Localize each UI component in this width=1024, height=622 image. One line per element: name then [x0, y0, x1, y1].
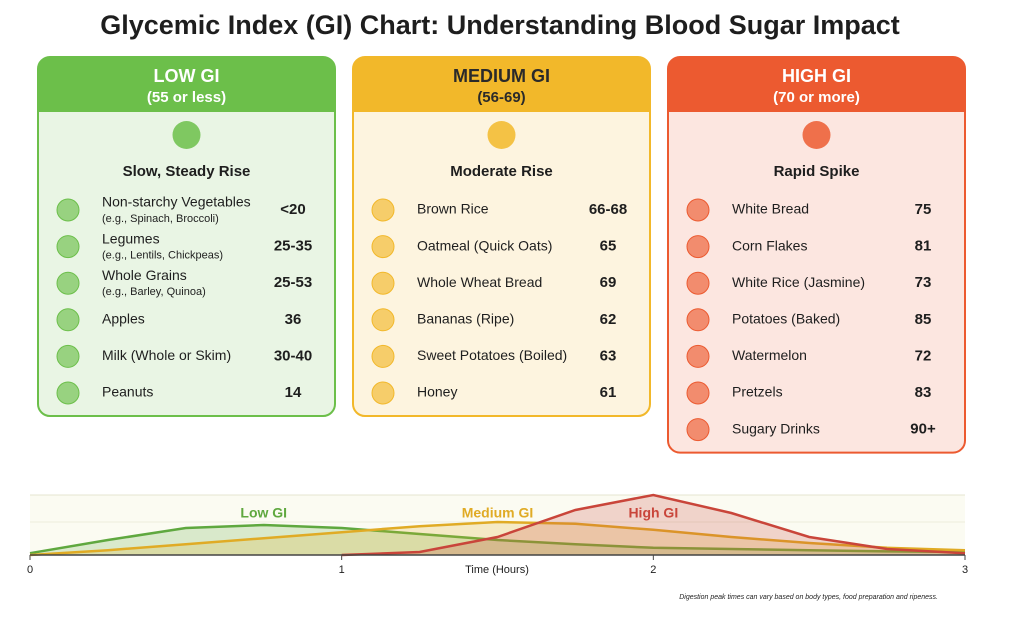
- food-icon: [56, 381, 80, 405]
- food-note: (e.g., Spinach, Broccoli): [102, 213, 219, 225]
- food-name: Legumes: [102, 230, 160, 246]
- gi-value: 69: [600, 274, 617, 291]
- area-fill: [30, 522, 965, 555]
- gi-value: 66-68: [589, 201, 627, 218]
- card-range: (55 or less): [147, 89, 226, 106]
- series-label: Medium GI: [462, 505, 534, 521]
- food-icon: [56, 198, 80, 222]
- card-icon: [802, 121, 831, 149]
- gi-value: 65: [600, 238, 617, 255]
- food-name: Sweet Potatoes (Boiled): [417, 347, 567, 363]
- food-icon: [56, 308, 80, 332]
- card-header: [668, 57, 965, 112]
- gi-value: 25-35: [274, 238, 312, 255]
- food-name: Whole Grains: [102, 267, 187, 283]
- food-name: Brown Rice: [417, 201, 489, 217]
- food-icon: [686, 308, 710, 332]
- food-name: White Rice (Jasmine): [732, 274, 865, 290]
- series-label: High GI: [628, 505, 678, 521]
- series-label: Low GI: [240, 505, 287, 521]
- food-icon: [686, 344, 710, 368]
- gi-value: 36: [285, 311, 302, 328]
- food-icon: [686, 381, 710, 405]
- food-name: Watermelon: [732, 347, 807, 363]
- x-tick-label: 0: [27, 564, 33, 576]
- card-icon: [487, 121, 516, 149]
- card-header: [38, 57, 335, 112]
- gi-value: 61: [600, 384, 617, 401]
- food-name: Corn Flakes: [732, 237, 807, 253]
- card-title: MEDIUM GI: [453, 66, 550, 86]
- area-fill: [341, 495, 966, 555]
- gi-value: <20: [280, 201, 305, 218]
- card-title: HIGH GI: [782, 66, 851, 86]
- food-icon: [371, 344, 395, 368]
- food-name: White Bread: [732, 201, 809, 217]
- food-name: Sugary Drinks: [732, 420, 820, 436]
- x-axis-label: Time (Hours): [465, 564, 529, 576]
- food-name: Pretzels: [732, 384, 783, 400]
- food-name: Honey: [417, 384, 457, 400]
- food-icon: [371, 381, 395, 405]
- gi-value: 75: [915, 201, 932, 218]
- gi-value: 83: [915, 384, 932, 401]
- food-name: Oatmeal (Quick Oats): [417, 237, 552, 253]
- food-icon: [686, 198, 710, 222]
- series-line: [341, 493, 966, 557]
- card-subtitle: Slow, Steady Rise: [123, 163, 251, 180]
- food-icon: [56, 235, 80, 259]
- food-icon: [371, 308, 395, 332]
- food-note: (e.g., Lentils, Chickpeas): [102, 250, 223, 262]
- card-range: (56-69): [477, 89, 525, 106]
- food-name: Apples: [102, 311, 145, 327]
- gi-value: 62: [600, 311, 617, 328]
- footnote: Digestion peak times can vary based on b…: [679, 594, 938, 601]
- gi-value: 25-53: [274, 274, 312, 291]
- card-header: [353, 57, 650, 112]
- gi-value: 81: [915, 238, 932, 255]
- card-subtitle: Rapid Spike: [774, 163, 860, 180]
- food-icon: [371, 271, 395, 295]
- food-name: Non-starchy Vegetables: [102, 194, 251, 210]
- card-subtitle: Moderate Rise: [450, 163, 553, 180]
- food-name: Bananas (Ripe): [417, 311, 514, 327]
- food-name: Whole Wheat Bread: [417, 274, 542, 290]
- series-line: [29, 520, 966, 557]
- gi-value: 63: [600, 347, 617, 364]
- food-name: Potatoes (Baked): [732, 311, 840, 327]
- food-icon: [686, 235, 710, 259]
- card-title: LOW GI: [154, 66, 220, 86]
- food-icon: [56, 271, 80, 295]
- food-name: Milk (Whole or Skim): [102, 347, 231, 363]
- series-line: [29, 523, 966, 555]
- food-icon: [371, 235, 395, 259]
- food-note: (e.g., Barley, Quinoa): [102, 286, 206, 298]
- x-tick-label: 1: [339, 564, 345, 576]
- card-range: (70 or more): [773, 89, 860, 106]
- food-icon: [686, 271, 710, 295]
- card-icon: [172, 121, 201, 149]
- x-tick-label: 2: [650, 564, 656, 576]
- page-title: Glycemic Index (GI) Chart: Understanding…: [100, 10, 900, 40]
- gi-value: 14: [285, 384, 302, 401]
- gi-value: 72: [915, 347, 932, 364]
- gi-value: 30-40: [274, 347, 312, 364]
- food-icon: [371, 198, 395, 222]
- food-icon: [686, 418, 710, 442]
- gi-value: 85: [915, 311, 932, 328]
- gi-value: 73: [915, 274, 932, 291]
- x-tick-label: 3: [962, 564, 968, 576]
- gi-value: 90+: [910, 421, 936, 438]
- food-icon: [56, 344, 80, 368]
- food-name: Peanuts: [102, 384, 153, 400]
